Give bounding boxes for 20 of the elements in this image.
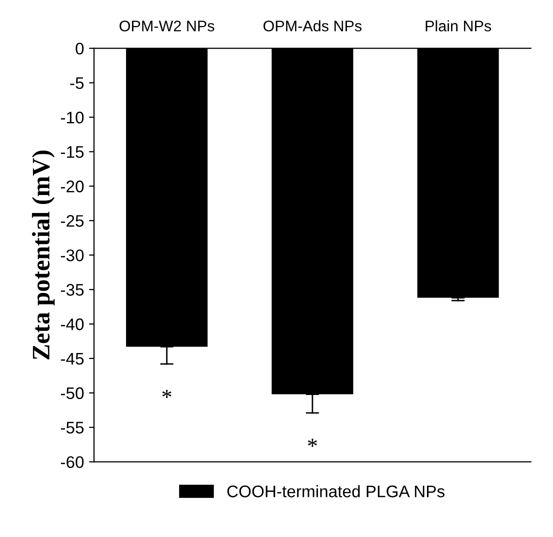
annotation: * [162,390,172,398]
y-tick-label: -5 [70,77,84,89]
y-tick-label: -55 [60,422,84,434]
y-tick-label: -20 [60,180,84,192]
y-tick-label: -15 [60,146,84,158]
legend-label: COOH-terminated PLGA NPs [227,485,444,498]
y-tick-label: -60 [60,456,84,468]
x-tick-label: OPM-Ads NPs [264,20,362,32]
x-tick-label: OPM-W2 NPs [120,20,214,32]
y-tick-label: 0 [76,42,84,55]
y-tick-label: -35 [60,284,84,296]
annotation: * [308,438,317,447]
x-tick-label: Plain NPs [426,20,492,32]
y-tick-label: -50 [60,387,84,400]
y-tick-label: -10 [60,112,84,124]
y-tick-label: -40 [60,318,84,330]
y-axis-title: Zeta potential (mV) [32,150,55,360]
y-tick-label: -25 [60,215,84,227]
y-tick-label: -30 [60,249,84,262]
y-tick-label: -45 [60,353,84,365]
